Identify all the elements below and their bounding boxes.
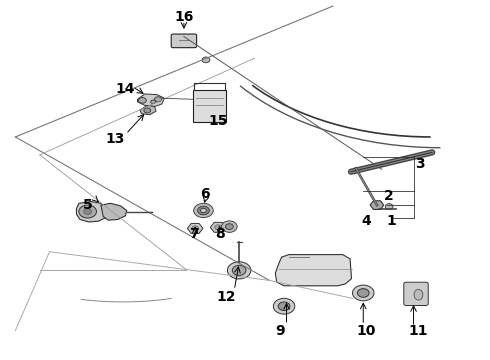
Circle shape xyxy=(202,57,210,63)
Circle shape xyxy=(352,285,374,301)
Polygon shape xyxy=(101,203,127,220)
Circle shape xyxy=(385,204,393,210)
Circle shape xyxy=(192,226,198,231)
Text: 15: 15 xyxy=(208,114,228,128)
Circle shape xyxy=(151,100,156,104)
Circle shape xyxy=(273,298,295,314)
Circle shape xyxy=(278,302,290,311)
Circle shape xyxy=(215,225,221,230)
Circle shape xyxy=(225,224,233,229)
Circle shape xyxy=(79,205,97,218)
Polygon shape xyxy=(370,201,384,210)
Circle shape xyxy=(155,97,161,102)
Polygon shape xyxy=(210,222,226,232)
Text: 6: 6 xyxy=(200,187,210,201)
Text: 13: 13 xyxy=(106,132,125,146)
Text: 2: 2 xyxy=(384,189,394,203)
Text: 1: 1 xyxy=(387,214,396,228)
Polygon shape xyxy=(275,255,351,286)
Text: 7: 7 xyxy=(189,227,198,241)
Polygon shape xyxy=(138,94,164,107)
Circle shape xyxy=(357,289,369,297)
Circle shape xyxy=(139,98,147,103)
Ellipse shape xyxy=(414,289,423,300)
Text: 3: 3 xyxy=(415,157,425,171)
Text: 4: 4 xyxy=(361,214,371,228)
FancyBboxPatch shape xyxy=(193,90,226,122)
Circle shape xyxy=(144,108,151,113)
Text: 11: 11 xyxy=(409,324,428,338)
Text: 10: 10 xyxy=(357,324,376,338)
Circle shape xyxy=(197,206,209,215)
Text: 9: 9 xyxy=(275,324,285,338)
Text: 8: 8 xyxy=(215,227,224,241)
Circle shape xyxy=(194,203,213,218)
Circle shape xyxy=(84,209,92,215)
Polygon shape xyxy=(140,105,156,115)
Circle shape xyxy=(232,265,246,275)
Polygon shape xyxy=(76,202,108,222)
Text: 5: 5 xyxy=(83,198,93,212)
Circle shape xyxy=(200,208,206,213)
FancyBboxPatch shape xyxy=(171,34,196,48)
Text: 16: 16 xyxy=(174,10,194,24)
Circle shape xyxy=(227,262,251,279)
Text: 14: 14 xyxy=(116,82,135,95)
FancyBboxPatch shape xyxy=(404,282,428,306)
Text: 12: 12 xyxy=(217,289,236,303)
Polygon shape xyxy=(187,224,203,233)
Circle shape xyxy=(221,221,237,232)
